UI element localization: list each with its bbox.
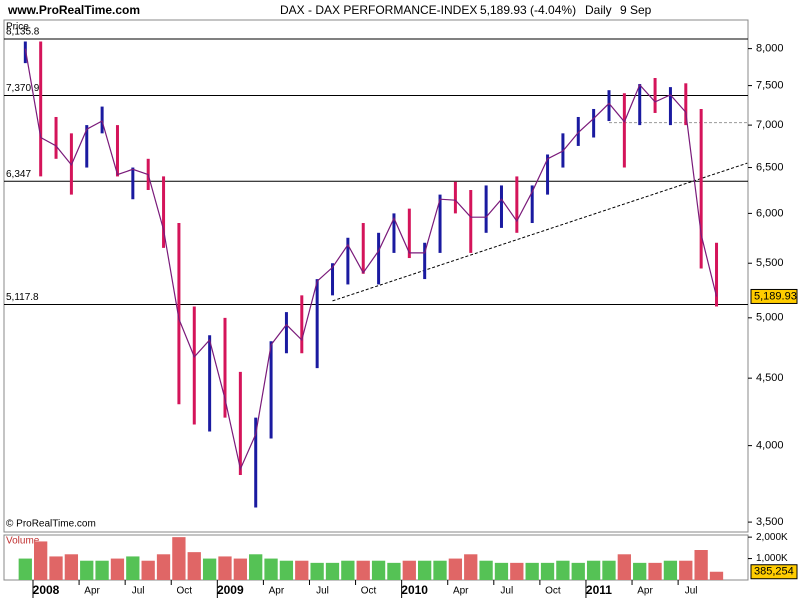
price-panel [3, 19, 749, 533]
volume-bar [310, 562, 324, 580]
x-tick-label: Apr [453, 586, 469, 597]
panel-label: Price [6, 22, 29, 33]
volume-bar [172, 537, 186, 580]
volume-bar [448, 558, 463, 580]
volume-bar [95, 560, 109, 580]
y-tick-label: 5,500 [756, 257, 784, 269]
y2-tick-label: 2,000K [756, 532, 788, 543]
volume-bar [356, 560, 370, 580]
trendline [332, 162, 748, 302]
site: www.ProRealTime.com [7, 3, 140, 17]
copyright: © ProRealTime.com [6, 519, 96, 530]
y-tick-label: 4,000 [756, 440, 784, 452]
last-price-label: 5,189.93 [754, 290, 797, 302]
x-tick-label: Apr [84, 586, 100, 597]
volume-bar [18, 558, 32, 580]
volume-bar [371, 560, 386, 580]
volume-bar [279, 560, 294, 580]
close-line [24, 48, 718, 471]
x-tick-label: Oct [361, 586, 377, 597]
volume-bar [402, 560, 416, 580]
x-tick-label: Oct [545, 586, 561, 597]
y-tick-label: 4,500 [756, 372, 784, 384]
y2-tick-label: 1,000K [756, 553, 788, 564]
volume-bar [494, 562, 509, 580]
y-tick-label: 6,000 [756, 207, 784, 219]
volume-bar [80, 560, 94, 580]
y-tick-label: 6,500 [756, 161, 784, 173]
level-label: 7,370.9 [6, 83, 40, 94]
x-tick-label: Jul [316, 586, 329, 597]
volume-bar [187, 552, 201, 580]
volume-bar [218, 556, 232, 580]
volume-bar [586, 560, 601, 580]
volume-bar [387, 562, 401, 580]
volume-bar [602, 560, 616, 580]
x-tick-label: 2011 [586, 583, 612, 597]
volume-bar [64, 554, 79, 580]
volume-bar [156, 554, 171, 580]
volume-bar [264, 558, 278, 580]
volume-bar [325, 562, 340, 580]
x-tick-label: Jul [132, 586, 145, 597]
x-tick-label: Jul [500, 586, 513, 597]
volume-bar [464, 554, 478, 580]
y-tick-label: 8,000 [756, 43, 784, 55]
volume-bar [233, 558, 247, 580]
chart-title: DAX - DAX PERFORMANCE-INDEX [280, 3, 477, 17]
x-tick-label: 2010 [401, 583, 428, 597]
volume-bar [110, 558, 125, 580]
volume-bar [525, 562, 539, 580]
volume-bar [126, 556, 140, 580]
y-tick-label: 7,500 [756, 79, 784, 91]
volume-bar [679, 560, 693, 580]
volume-bar [510, 562, 524, 580]
volume-bar [571, 562, 585, 580]
x-tick-label: Apr [637, 586, 653, 597]
volume-bar [341, 560, 355, 580]
x-tick-label: Apr [269, 586, 285, 597]
y-tick-label: 3,500 [756, 516, 784, 528]
volume-bar [249, 554, 263, 580]
last-volume-label: 385,254 [754, 566, 794, 578]
volume-bar [648, 562, 662, 580]
date: 9 Sep [620, 3, 652, 17]
level-label: 8,135.8 [6, 27, 40, 38]
volume-bar [295, 560, 309, 580]
level-label: 6,347 [6, 169, 31, 180]
volume-bar [709, 571, 724, 580]
x-tick-label: 2009 [217, 583, 244, 597]
volume-bar [694, 550, 708, 580]
x-tick-label: Jul [685, 586, 698, 597]
volume-bar [433, 560, 447, 580]
volume-bar [49, 556, 63, 580]
period: Daily [585, 3, 612, 17]
level-label: 5,117.8 [6, 292, 39, 303]
volume-bar [556, 560, 570, 580]
volume-bar [34, 541, 48, 580]
y-tick-label: 5,000 [756, 312, 784, 324]
volume-bar [418, 560, 432, 580]
volume-bar [141, 560, 155, 580]
volume-bar [540, 562, 555, 580]
volume-bar [202, 558, 217, 580]
volume-label: Volume [6, 536, 40, 547]
quote: 5,189.93 (-4.04%) [480, 3, 576, 17]
x-tick-label: Oct [176, 586, 192, 597]
x-tick-label: 2008 [33, 583, 60, 597]
volume-bar [479, 560, 493, 580]
y-tick-label: 7,000 [756, 119, 784, 131]
volume-bar [633, 562, 647, 580]
volume-bar [663, 560, 678, 580]
volume-bar [617, 554, 631, 580]
last-price-box [750, 288, 798, 304]
last-volume-box [750, 564, 798, 580]
